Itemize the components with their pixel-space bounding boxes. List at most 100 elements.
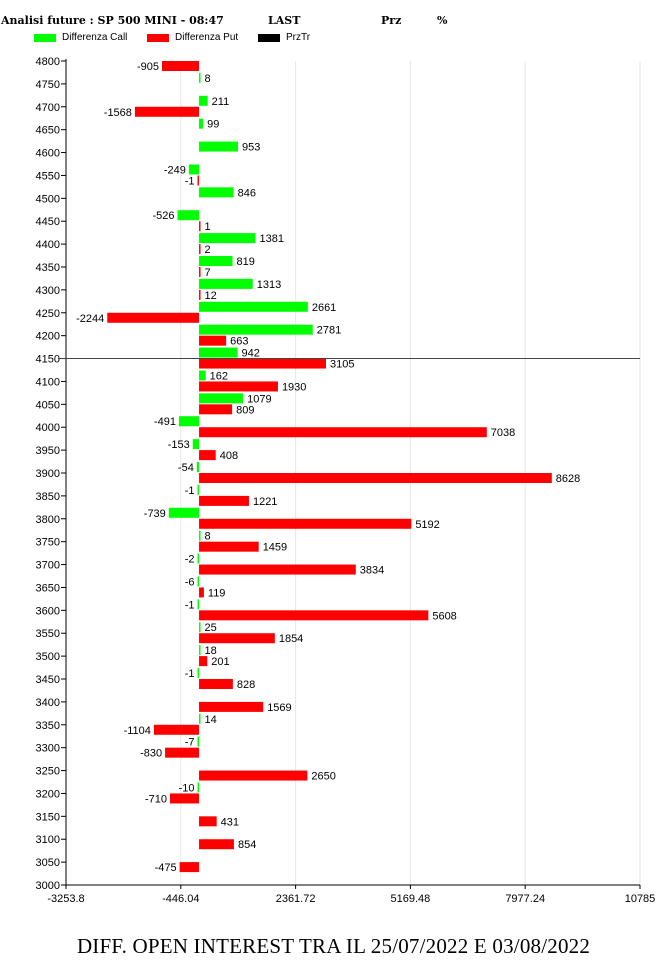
put-bar-label: -2244 (76, 313, 104, 325)
call-bar-label: 819 (237, 256, 255, 268)
put-bar (199, 404, 233, 415)
put-bar (199, 518, 412, 529)
call-bar (199, 370, 206, 381)
chart-header: Analisi future : SP 500 MINI - 08:47 LAS… (0, 0, 667, 48)
call-bar-label: 1079 (247, 393, 271, 405)
put-bar (199, 244, 201, 255)
call-bar (196, 462, 200, 472)
call-bar (192, 439, 200, 450)
put-bar (134, 106, 200, 117)
y-tick-label: 3800 (36, 514, 60, 526)
call-bar-label: -739 (144, 508, 166, 520)
put-bar-label: -475 (155, 862, 177, 874)
y-tick-label: 3150 (36, 811, 60, 823)
y-tick-label: 4500 (36, 193, 60, 205)
call-bar-label: -1 (185, 668, 195, 680)
legend-prztr-label: PrzTr (286, 32, 311, 43)
call-bar-label: -491 (154, 416, 176, 428)
call-bar-label: -153 (168, 439, 190, 451)
put-bar-label: 7 (205, 267, 211, 279)
x-tick-label: 5169.48 (391, 893, 431, 905)
put-bar-label: 663 (230, 336, 248, 348)
put-bar (199, 495, 249, 506)
y-tick-label: 3450 (36, 674, 60, 686)
y-tick-label: 3700 (36, 560, 60, 572)
call-bar-label: 8 (205, 531, 211, 543)
put-bar-label: 5608 (432, 610, 456, 622)
call-bar (197, 599, 200, 610)
put-bar (199, 839, 234, 850)
put-bar-label: 2 (205, 244, 211, 256)
x-tick-label: 2361.72 (276, 893, 316, 905)
bar-chart: 4800 4750 4700 4650 4600 4550 4500 4450 4400 4350… (36, 56, 656, 905)
call-bar-label: 1313 (257, 279, 281, 291)
put-bar (199, 656, 208, 667)
y-tick-label: 3650 (36, 582, 60, 594)
legend-call-swatch (34, 34, 56, 42)
put-bar-label: 1221 (253, 496, 277, 508)
call-bar (199, 301, 308, 312)
put-bar (199, 221, 201, 232)
call-bar (199, 347, 238, 358)
y-tick-label: 3750 (36, 537, 60, 549)
put-bar (107, 312, 200, 323)
call-bar-label: -1 (185, 599, 195, 611)
y-tick-label: 3850 (36, 491, 60, 503)
put-bar-label: -710 (145, 793, 167, 805)
call-bar (199, 278, 253, 289)
call-bar (197, 782, 200, 793)
call-bar (199, 256, 233, 266)
put-bar (199, 564, 356, 575)
y-tick-label: 4000 (36, 422, 60, 434)
put-bar (162, 61, 200, 71)
call-bar-label: 211 (212, 96, 230, 108)
y-tick-label: 4650 (36, 125, 60, 137)
put-bar-label: 431 (221, 816, 239, 828)
put-bar (165, 747, 200, 758)
y-tick-label: 4350 (36, 262, 60, 274)
call-bar (197, 668, 200, 678)
y-tick-label: 3000 (36, 880, 60, 892)
x-tick-label: 10785 (625, 893, 656, 905)
call-bar-label: 18 (205, 645, 217, 657)
y-tick-label: 4250 (36, 308, 60, 320)
call-bar (199, 141, 239, 152)
call-bar (197, 736, 200, 747)
put-bar (199, 701, 264, 712)
y-tick-label: 3600 (36, 605, 60, 617)
put-bar (199, 450, 216, 461)
y-tick-label: 4600 (36, 148, 60, 160)
call-bar-label: 2781 (317, 325, 341, 337)
legend-put-swatch (147, 34, 169, 42)
y-tick-label: 3900 (36, 468, 60, 480)
call-bar-label: -7 (185, 737, 195, 749)
put-bar-label: 12 (205, 290, 217, 302)
put-bar (199, 541, 259, 552)
put-bar-label: 7038 (491, 427, 515, 439)
y-tick-label: 3300 (36, 743, 60, 755)
put-bar (170, 793, 200, 804)
y-tick-label: 4800 (36, 56, 60, 68)
put-bar-label: -1 (185, 175, 195, 187)
x-tick-label: -3253.8 (47, 893, 84, 905)
call-bar (177, 210, 200, 221)
y-tick-label: 4700 (36, 102, 60, 114)
call-bar (197, 484, 200, 495)
put-bar (199, 358, 326, 369)
put-bar (199, 473, 552, 483)
call-bar (199, 393, 244, 404)
put-bar-label: 1569 (267, 702, 291, 714)
put-bar-label: 5192 (415, 519, 439, 531)
chart-title: Analisi future : SP 500 MINI - 08:47 (1, 14, 224, 27)
call-bar (199, 72, 201, 83)
call-bar-label: 162 (210, 370, 228, 382)
put-bar-label: 854 (238, 839, 256, 851)
call-bar (199, 622, 201, 633)
put-bar (199, 770, 308, 781)
call-bar (168, 507, 200, 518)
y-tick-label: 3100 (36, 834, 60, 846)
y-tick-label: 4300 (36, 285, 60, 297)
put-bar (199, 289, 201, 300)
call-bar-label: 953 (242, 142, 260, 154)
put-bar (199, 267, 201, 277)
